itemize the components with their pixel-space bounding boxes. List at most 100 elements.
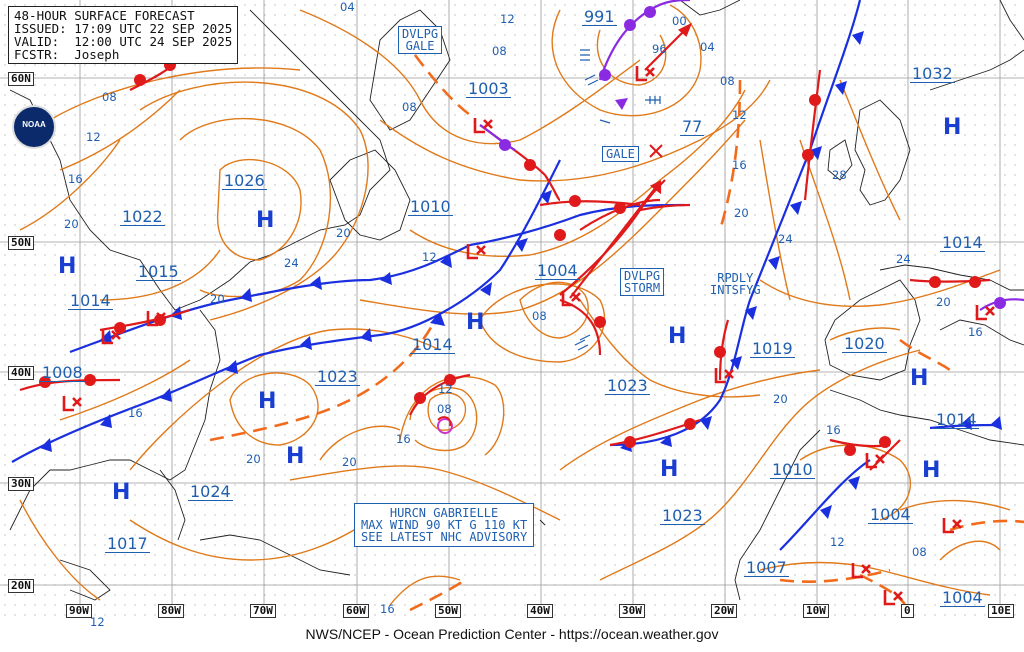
isobar-label: 16 <box>68 172 83 186</box>
isobar-label: 08 <box>102 90 117 104</box>
pressure-1024: 1024 <box>188 482 233 501</box>
product-title: 48-HOUR SURFACE FORECAST <box>14 8 195 23</box>
isobar-label: 12 <box>732 108 747 122</box>
pressure-1014-east: 1014 <box>940 233 985 252</box>
isobar-label: 12 <box>90 615 105 629</box>
isobar-label: 00 <box>672 14 687 28</box>
isobar-label: 08 <box>532 309 547 323</box>
isobar-label: 12 <box>830 535 845 549</box>
isobar-label: 16 <box>380 602 395 616</box>
gale-x <box>649 144 663 158</box>
noaa-logo: NOAA <box>12 105 56 149</box>
high-center-subtropical: H <box>660 457 679 482</box>
pressure-1014-southeast: 1014 <box>934 410 979 429</box>
high-center-iberia: H <box>910 366 929 391</box>
pressure-1023-south: 1023 <box>660 506 705 525</box>
pressure-1020: 1020 <box>842 334 887 353</box>
lon-label-10e: 10E <box>988 604 1014 618</box>
pressure-1003: 1003 <box>466 79 511 98</box>
isobar-label: 20 <box>936 295 951 309</box>
isobar-label: 16 <box>128 406 143 420</box>
pressure-1010-south: 1010 <box>770 460 815 479</box>
pressure-1022: 1022 <box>120 207 165 226</box>
pressure-1004-south: 1004 <box>868 505 913 524</box>
isobar-label: 20 <box>64 217 79 231</box>
cold-front-barbs <box>40 31 1002 519</box>
coastlines <box>9 0 1024 601</box>
isobar-label: 08 <box>720 74 735 88</box>
pressure-1008: 1008 <box>40 363 85 382</box>
valid-time: VALID: 12:00 UTC 24 SEP 2025 <box>14 34 233 49</box>
pressure-1007: 1007 <box>744 558 789 577</box>
lon-label-20w: 20W <box>711 604 737 618</box>
isobar-label: 08 <box>492 44 507 58</box>
pressure-1026: 1026 <box>222 171 267 190</box>
pressure-1004-central: 1004 <box>535 261 580 280</box>
forecast-info-box: 48-HOUR SURFACE FORECAST ISSUED: 17:09 UT… <box>8 6 239 64</box>
lon-label-10w: 10W <box>803 604 829 618</box>
footer-credit: NWS/NCEP - Ocean Prediction Center - htt… <box>305 626 719 642</box>
isobar-label: 16 <box>396 432 411 446</box>
isobar-label: 12 <box>500 12 515 26</box>
hurricane-symbol <box>437 416 453 434</box>
wind-barbs <box>574 49 661 351</box>
lon-label-30w: 30W <box>619 604 645 618</box>
noaa-logo-text: NOAA <box>22 120 46 129</box>
isobar-label: 28 <box>832 168 847 182</box>
isobar-label: 24 <box>896 252 911 266</box>
pressure-1032: 1032 <box>910 64 955 83</box>
pressure-1015: 1015 <box>136 262 181 281</box>
hurricane-advisory-box: HURCN GABRIELLE MAX WIND 90 KT G 110 KT … <box>354 503 535 547</box>
high-center-west: H <box>58 254 77 279</box>
high-center-europe: H <box>943 115 962 140</box>
lon-label-80w: 80W <box>158 604 184 618</box>
isobar-label: 12 <box>86 130 101 144</box>
isobar-label: 08 <box>437 402 452 416</box>
isobar-label: 20 <box>342 455 357 469</box>
pressure-1017: 1017 <box>105 534 150 553</box>
isobar-label: 20 <box>210 292 225 306</box>
lon-label-40w: 40W <box>527 604 553 618</box>
dvlpg-gale-box: DVLPG GALE <box>398 26 443 54</box>
rapidly-intensifying-label: RPDLY INTSFYG <box>710 271 761 297</box>
lon-label-50w: 50W <box>435 604 461 618</box>
high-center-azores: H <box>668 324 687 349</box>
isobar-label: 20 <box>773 392 788 406</box>
high-center-gulf: H <box>112 480 131 505</box>
high-center-south: H <box>286 444 305 469</box>
lat-label-40n: 40N <box>8 366 34 380</box>
lon-label-90w: 90W <box>66 604 92 618</box>
lon-label-60w: 60W <box>343 604 369 618</box>
high-center-1023: H <box>258 389 277 414</box>
pressure-1014-central: 1014 <box>410 335 455 354</box>
pressure-77: 77 <box>680 117 705 136</box>
isobars <box>19 4 1011 606</box>
dvlpg-storm-box: DVLPG STORM <box>620 268 665 296</box>
pressure-1014-west: 1014 <box>68 291 113 310</box>
lat-label-30n: 30N <box>8 477 34 491</box>
low-pressure-centers <box>62 66 995 606</box>
isobar-label: 04 <box>340 0 355 14</box>
troughs <box>209 54 1024 612</box>
pressure-1010-north: 1010 <box>408 197 453 216</box>
lat-label-20n: 20N <box>8 579 34 593</box>
isobar-label: 16 <box>826 423 841 437</box>
isobar-label: 16 <box>968 325 983 339</box>
lon-label-70w: 70W <box>250 604 276 618</box>
high-center-1026: H <box>256 208 275 233</box>
isobar-label: 20 <box>734 206 749 220</box>
storm-tracks <box>569 22 693 299</box>
high-center-africa: H <box>922 458 941 483</box>
isobar-label: 12 <box>422 250 437 264</box>
gale-box: GALE <box>602 146 639 162</box>
isobar-label: 04 <box>700 40 715 54</box>
isobar-label: 20 <box>336 226 351 240</box>
issued-time: ISSUED: 17:09 UTC 22 SEP 2025 <box>14 21 233 36</box>
occluded-symbols <box>499 6 1006 309</box>
pressure-1004-southeast: 1004 <box>940 588 985 607</box>
isobar-label: 08 <box>912 545 927 559</box>
pressure-991: 991 <box>582 7 617 26</box>
isobar-label: 24 <box>778 232 793 246</box>
isobar-label: 08 <box>402 100 417 114</box>
